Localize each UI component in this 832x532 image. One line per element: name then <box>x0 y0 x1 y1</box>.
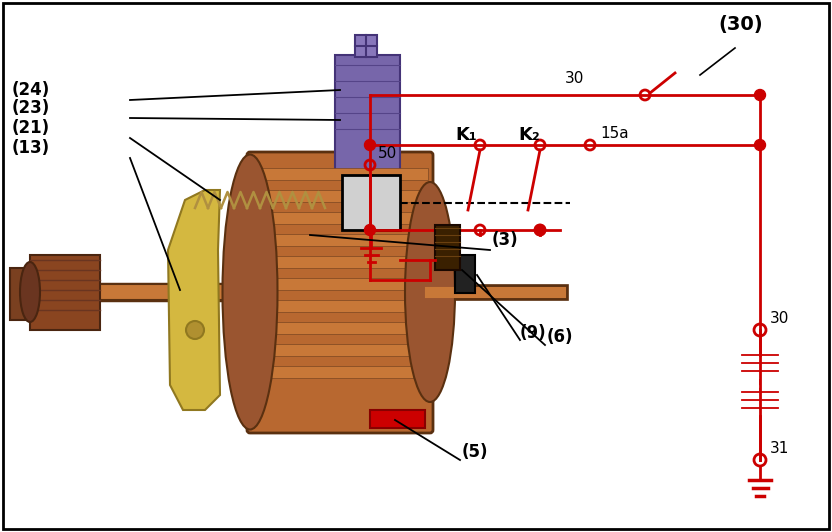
Bar <box>30 255 100 330</box>
Circle shape <box>755 139 765 151</box>
Bar <box>252 212 428 224</box>
Bar <box>355 35 377 57</box>
Text: (24): (24) <box>12 81 50 99</box>
Text: 30: 30 <box>770 311 790 326</box>
Bar <box>252 278 428 290</box>
Circle shape <box>534 225 546 236</box>
Text: (3): (3) <box>492 231 518 249</box>
Ellipse shape <box>222 154 278 429</box>
Bar <box>335 55 400 175</box>
Circle shape <box>364 139 375 151</box>
Bar <box>455 255 475 293</box>
Text: (13): (13) <box>12 139 50 157</box>
Circle shape <box>364 225 375 236</box>
Text: K₂: K₂ <box>518 126 540 144</box>
Text: K₁: K₁ <box>455 126 477 144</box>
Text: 31: 31 <box>770 441 790 456</box>
Ellipse shape <box>405 182 455 402</box>
Bar <box>370 410 425 428</box>
Circle shape <box>186 321 204 339</box>
Bar <box>252 344 428 356</box>
Text: (30): (30) <box>718 15 763 34</box>
Ellipse shape <box>20 262 40 322</box>
Bar <box>435 225 460 270</box>
Bar <box>252 322 428 334</box>
Bar <box>252 366 428 378</box>
Bar <box>252 256 428 268</box>
Bar <box>252 168 428 180</box>
Bar <box>342 175 400 230</box>
Text: 30: 30 <box>565 71 584 86</box>
Text: (6): (6) <box>547 328 573 346</box>
Text: 50: 50 <box>378 146 397 161</box>
Text: 15a: 15a <box>600 126 629 141</box>
Bar <box>252 190 428 202</box>
Bar <box>10 268 32 320</box>
Text: (9): (9) <box>520 324 547 342</box>
Text: (5): (5) <box>462 443 488 461</box>
Polygon shape <box>168 190 220 410</box>
Text: (23): (23) <box>12 99 50 117</box>
Bar <box>252 300 428 312</box>
Text: (21): (21) <box>12 119 50 137</box>
Circle shape <box>755 89 765 101</box>
FancyBboxPatch shape <box>247 152 433 433</box>
Bar <box>252 234 428 246</box>
